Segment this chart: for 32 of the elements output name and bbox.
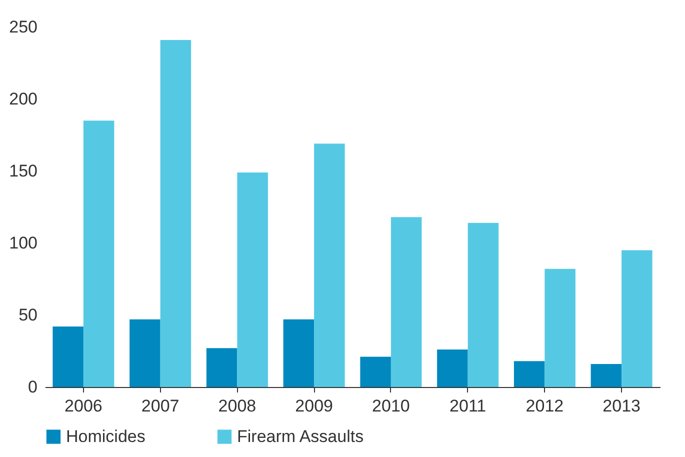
x-tick-label: 2006 [64,396,102,416]
bar [468,222,499,387]
bar [437,350,468,387]
y-tick-label: 200 [9,90,38,108]
x-tick-label: 2013 [602,396,640,416]
bar [622,250,652,387]
x-tick-label: 2011 [450,396,486,416]
bar [360,356,391,387]
y-tick-label: 250 [9,18,38,36]
bar [590,364,622,387]
legend-label: Firearm Assaults [237,426,364,446]
x-tick-label: 2010 [372,396,410,416]
bar [283,319,314,387]
x-tick-label: 2009 [295,396,333,416]
y-tick-label: 150 [9,162,38,180]
x-tick-label: 2008 [218,396,256,416]
bar [52,326,84,387]
x-tick-label: 2007 [141,396,180,416]
bar [390,217,422,387]
y-tick-label: 50 [18,306,38,324]
bar [206,348,238,387]
legend-label: Homicides [66,426,146,446]
y-tick-label: 0 [28,378,38,396]
x-tick-label: 2012 [526,396,564,416]
bar [544,268,576,387]
bar [83,120,114,387]
bar [514,361,545,387]
bar [314,144,345,387]
bar [130,319,160,387]
bar [160,40,192,387]
y-tick-label: 100 [9,234,38,252]
bar [237,172,268,387]
